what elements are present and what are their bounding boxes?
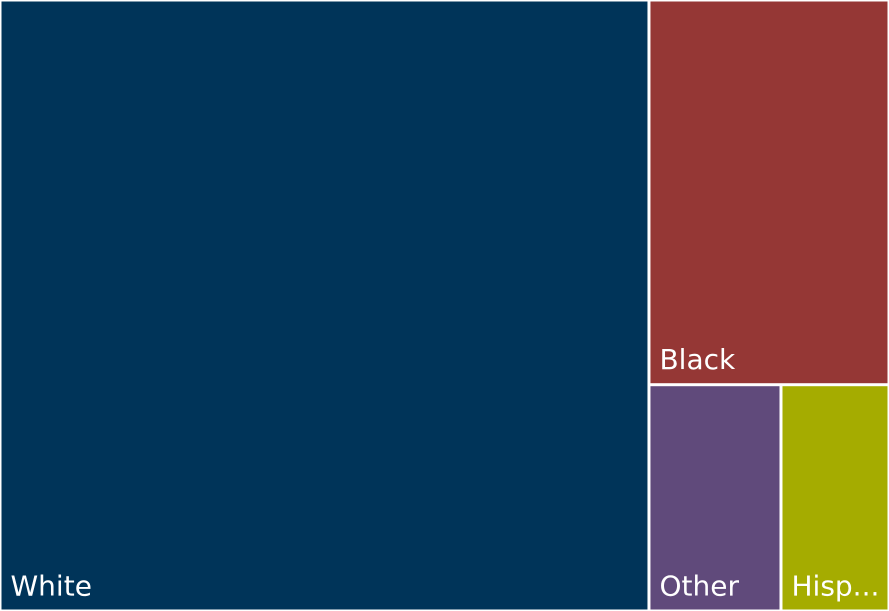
tile-label-other: Other bbox=[659, 570, 739, 603]
tile-white[interactable] bbox=[1, 1, 648, 610]
tile-label-hispanic: Hisp... bbox=[791, 570, 879, 603]
tile-black[interactable] bbox=[650, 1, 888, 384]
tile-hispanic[interactable] bbox=[782, 386, 888, 610]
tile-label-black: Black bbox=[659, 343, 736, 376]
tile-label-white: White bbox=[11, 570, 92, 603]
tile-other[interactable] bbox=[650, 386, 780, 610]
